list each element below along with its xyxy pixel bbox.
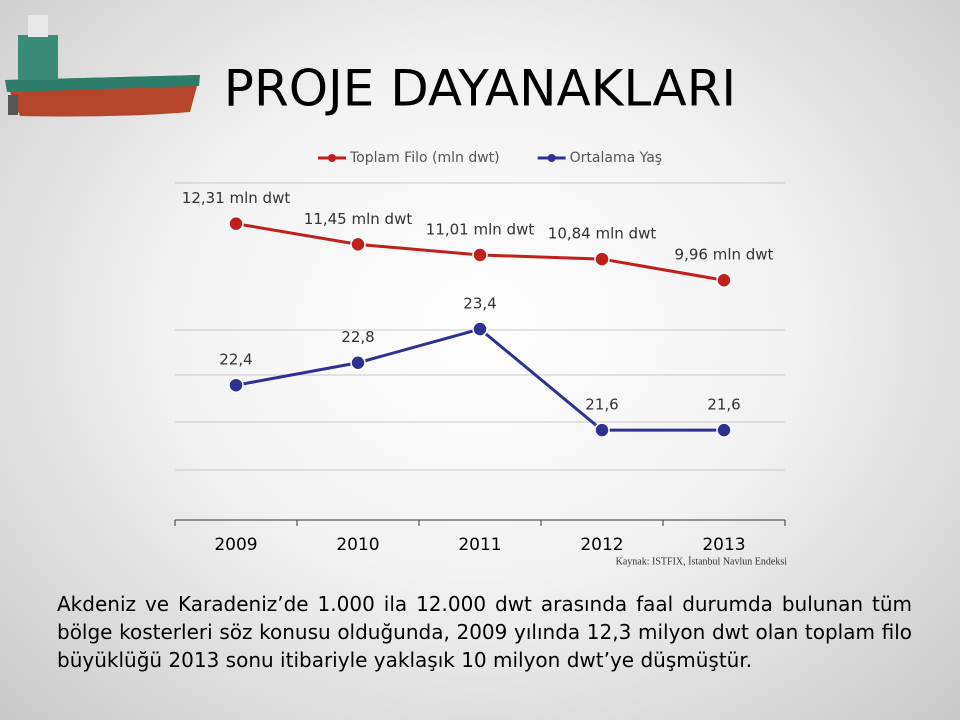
x-tick-label: 2013 [702, 535, 745, 555]
point [350, 236, 366, 253]
data-label: 10,84 mln dwt [548, 225, 657, 243]
point [594, 422, 610, 438]
source: Kaynak: ISTFIX, İstanbul Navlun Endeksi [616, 555, 788, 567]
body-text: Akdeniz ve Karadeniz’de 1.000 ila 12.000… [57, 592, 912, 672]
point [228, 377, 244, 393]
point [472, 321, 488, 337]
data-label: 22,8 [341, 328, 374, 346]
data-label: 23,4 [463, 295, 496, 313]
x-tick-label: 2010 [336, 535, 379, 555]
point [716, 422, 732, 438]
ship-illustration [5, 15, 200, 117]
point [716, 272, 732, 288]
legend-marker [328, 154, 336, 162]
data-label: 22,4 [219, 351, 252, 369]
point [472, 247, 488, 263]
x-tick-label: 2011 [458, 535, 501, 555]
point [594, 251, 610, 267]
point [228, 215, 244, 232]
data-label: 21,6 [585, 396, 618, 414]
data-label: 9,96 mln dwt [675, 246, 774, 264]
data-label: 11,01 mln dwt [426, 220, 535, 238]
data-label: 21,6 [707, 396, 740, 414]
data-label: 11,45 mln dwt [304, 210, 413, 228]
x-tick-label: 2009 [214, 535, 257, 555]
slide-title: PROJE DAYANAKLARI [224, 60, 736, 118]
point [350, 354, 366, 371]
x-tick-label: 2012 [580, 535, 623, 555]
legend-marker [547, 154, 556, 162]
series-line [235, 327, 724, 432]
legend-label: Ortalama Yaş [570, 150, 662, 166]
legend-label: Toplam Filo (mln dwt) [349, 150, 500, 166]
data-label: 12,31 mln dwt [182, 189, 291, 207]
